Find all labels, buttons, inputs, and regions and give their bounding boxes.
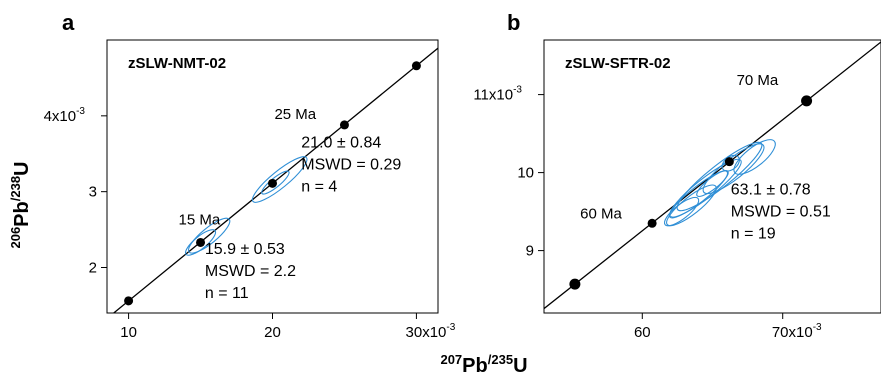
age-result-line: 15.9 ± 0.53 — [205, 241, 285, 258]
y-axis-sup-top: 206 — [8, 227, 23, 249]
svg-text:207Pb/235U: 207Pb/235U — [440, 352, 527, 375]
concordia-age-point — [339, 120, 349, 130]
x-tick-label: 10 — [120, 324, 137, 341]
concordia-age-label: 60 Ma — [580, 205, 622, 222]
concordia-age-point — [196, 237, 206, 247]
age-result-line: MSWD = 2.2 — [205, 263, 296, 280]
concordia-age-point — [569, 278, 581, 290]
x-tick-exponent: -3 — [813, 322, 822, 333]
error-ellipse — [733, 139, 776, 175]
y-axis-sup-bottom: 238 — [8, 176, 23, 198]
y-tick-exponent: -3 — [76, 106, 85, 117]
concordia-age-label: 70 Ma — [737, 72, 779, 89]
concordia-age-point — [724, 157, 734, 167]
x-tick-label: 60 — [634, 324, 651, 341]
x-tick-label: 20 — [264, 324, 281, 341]
y-axis-base: Pb — [11, 201, 33, 227]
concordia-age-point — [268, 178, 277, 188]
y-tick-label: 2 — [89, 260, 97, 277]
y-axis-u: U — [11, 161, 33, 175]
y-tick-label: 9 — [526, 243, 534, 260]
x-axis-base: Pb — [462, 355, 488, 375]
panel-b-plot: 60 Ma 70 Ma 60 70x10-3 9 10 11x10-3 63.1 ± 0.78… — [473, 39, 881, 341]
plot-content — [544, 41, 881, 310]
x-axis-u: U — [513, 355, 527, 375]
error-ellipse — [666, 184, 717, 227]
y-tick-label: 4x10-3 — [44, 106, 86, 125]
plot-frame — [543, 39, 881, 314]
panel-a-plot: 15 Ma 25 Ma 10 20 30x10-3 2 3 4x10-3 21.0 ± 0.84… — [44, 39, 456, 341]
panel-a: a zSLW-NMT-02 15 Ma 25 Ma 10 20 30x10-3 2 3 4x1… — [44, 10, 456, 341]
panel-b-label: b — [507, 10, 520, 35]
y-axis-sep: / — [8, 197, 23, 201]
y-axis-title: 206Pb/238U — [8, 161, 33, 248]
x-axis-sup-bottom: 235 — [491, 352, 513, 367]
age-result-line: 21.0 ± 0.84 — [301, 135, 381, 152]
panel-a-label: a — [62, 10, 75, 35]
error-ellipse — [251, 156, 308, 203]
error-ellipse — [663, 196, 700, 227]
error-ellipse — [187, 217, 231, 254]
concordia-age-label: 15 Ma — [179, 211, 221, 228]
concordia-age-point — [411, 61, 421, 71]
y-tick-label: 10 — [517, 165, 534, 182]
x-axis-title: 207Pb/235U — [440, 352, 527, 375]
error-ellipse — [185, 229, 217, 256]
x-axis-sup-top: 207 — [440, 352, 462, 367]
age-result-line: MSWD = 0.51 — [731, 203, 831, 220]
concordia-age-point — [801, 95, 813, 107]
x-axis-sep: / — [488, 352, 492, 367]
panel-b: b zSLW-SFTR-02 60 Ma 70 Ma 60 70x10-3 9 10 11x… — [473, 10, 881, 341]
age-result-line: MSWD = 0.29 — [301, 157, 401, 174]
age-result-line: 63.1 ± 0.78 — [731, 181, 811, 198]
panel-a-sample: zSLW-NMT-02 — [128, 55, 226, 72]
y-tick-exponent: -3 — [513, 85, 522, 96]
error-ellipse — [668, 170, 729, 219]
concordia-age-label: 25 Ma — [274, 106, 316, 123]
svg-text:206Pb/238U: 206Pb/238U — [8, 161, 33, 248]
y-tick-label: 3 — [89, 184, 97, 201]
age-result-line: n = 11 — [205, 285, 249, 302]
x-tick-label: 70x10-3 — [772, 322, 822, 341]
plot-content — [112, 47, 438, 313]
error-ellipse — [676, 141, 763, 212]
age-result-line: n = 4 — [301, 179, 337, 196]
concordia-age-point — [647, 218, 657, 228]
age-result-line: n = 19 — [731, 225, 776, 242]
y-tick-label: 11x10-3 — [473, 85, 522, 104]
x-tick-exponent: -3 — [446, 322, 455, 333]
x-tick-label: 30x10-3 — [406, 322, 456, 341]
concordia-age-point — [124, 296, 134, 306]
panel-b-sample: zSLW-SFTR-02 — [565, 55, 671, 72]
